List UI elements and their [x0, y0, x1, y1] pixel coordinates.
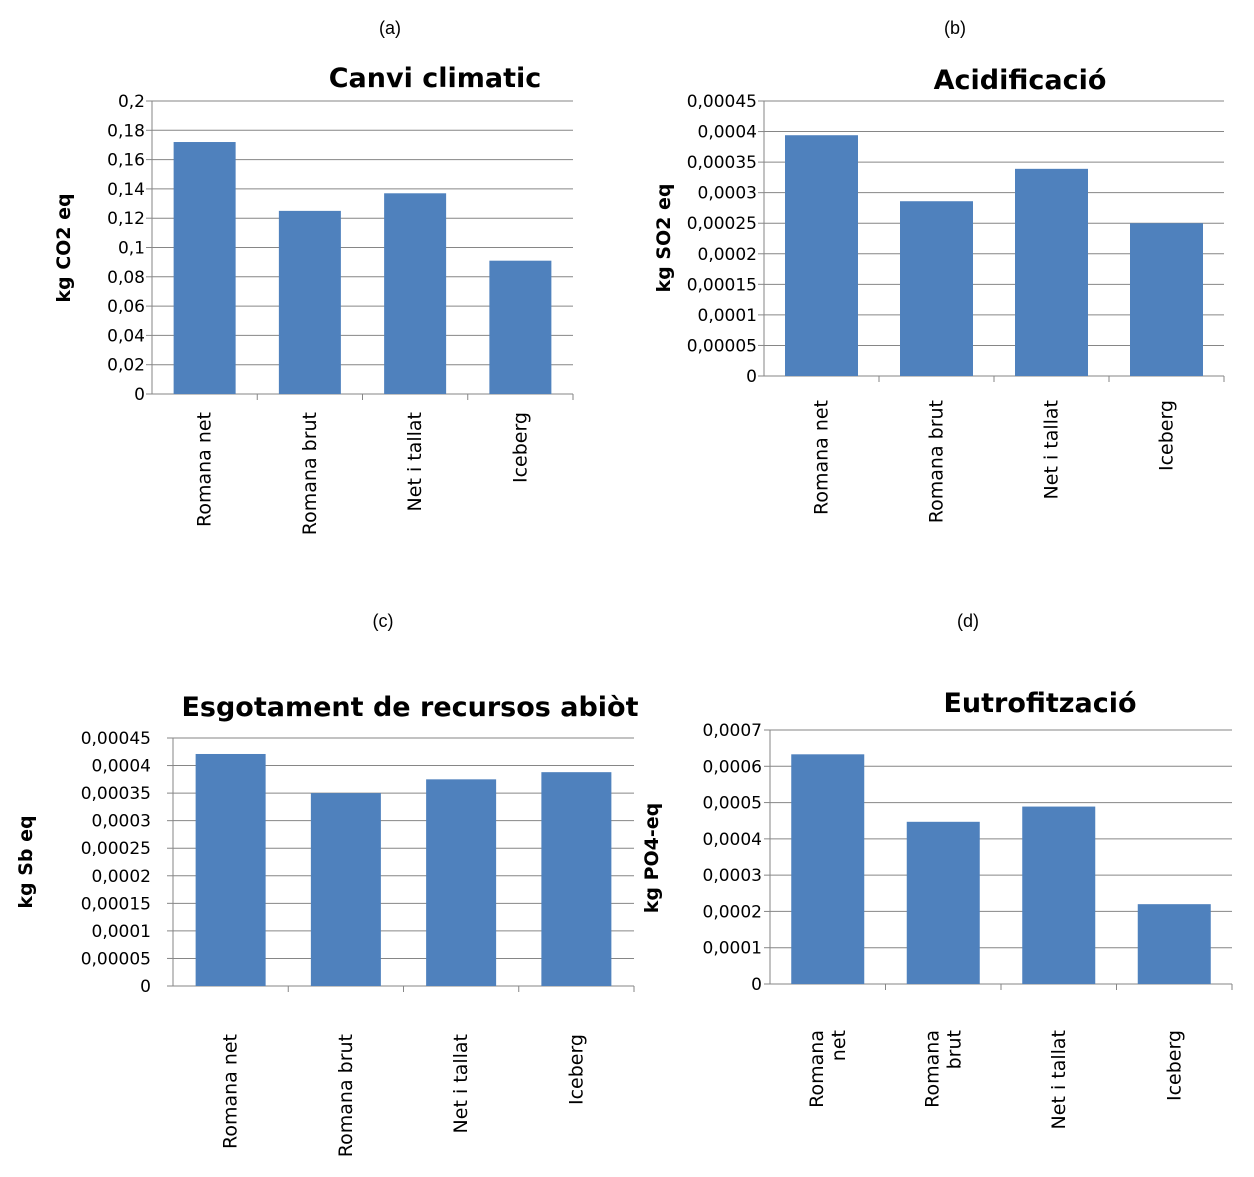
bar — [906, 821, 980, 984]
bar — [900, 201, 973, 376]
bar — [278, 210, 341, 394]
y-tick-label: 0,0004 — [92, 757, 151, 777]
y-tick-label: 0,08 — [107, 268, 145, 288]
bar — [310, 793, 381, 986]
y-tick-label: 0,00015 — [687, 275, 757, 295]
x-category-label: Romana net — [194, 412, 216, 527]
bar — [1015, 168, 1088, 376]
bar — [1022, 806, 1096, 984]
y-tick-label: 0,0004 — [698, 123, 757, 143]
bar — [489, 260, 552, 394]
chart-1: 0 0,02 0,04 0,06 0,08 0,1 0,12 0,14 0,16 0,18 0,2 R… — [53, 63, 574, 535]
bar — [173, 142, 236, 394]
bar — [195, 753, 266, 986]
chart-title: Eutrofització — [943, 688, 1136, 719]
y-tick-label: 0,0002 — [703, 902, 762, 922]
y-tick-label: 0,12 — [107, 209, 145, 229]
x-category-label: Iceberg — [509, 412, 531, 483]
chart-4: 0 0,0001 0,0002 0,0003 0,0004 0,0005 0,0006 0,0… — [641, 688, 1233, 1129]
y-tick-label: 0,0003 — [698, 184, 757, 204]
y-tick-label: 0,0002 — [92, 867, 151, 887]
x-category-label: net — [828, 1030, 850, 1061]
x-category-label: Iceberg — [1156, 400, 1178, 471]
chart-3: 0 0,00005 0,0001 0,00015 0,0002 0,00025 0,0003… — [15, 692, 639, 1157]
y-tick-label: 0,00025 — [687, 214, 757, 234]
x-category-label: Romana net — [220, 1034, 242, 1149]
y-tick-label: 0,00045 — [81, 729, 151, 749]
chart-title: Esgotament de recursos abiòt — [181, 692, 638, 723]
y-tick-label: 0,00045 — [687, 92, 757, 112]
x-category-label: Net i tallat — [450, 1034, 472, 1133]
x-category-label: Iceberg — [565, 1034, 587, 1105]
y-axis-label: kg Sb eq — [15, 815, 37, 908]
y-axis-label: kg SO2 eq — [653, 183, 675, 292]
y-tick-label: 0,16 — [107, 151, 145, 171]
x-category-label: Net i tallat — [1041, 400, 1063, 499]
chart-2: 0 0,00005 0,0001 0,00015 0,0002 0,00025 0,0003… — [653, 65, 1225, 523]
x-category-label: Romana brut — [299, 412, 321, 535]
x-category-label: Romana — [806, 1030, 828, 1108]
bar — [1137, 904, 1211, 984]
y-tick-label: 0,0001 — [698, 306, 757, 326]
y-tick-label: 0,00005 — [81, 949, 151, 969]
y-tick-label: 0,1 — [118, 239, 145, 259]
y-axis-label: kg CO2 eq — [53, 193, 75, 302]
y-tick-label: 0 — [751, 975, 762, 995]
y-tick-label: 0 — [140, 977, 151, 997]
y-tick-label: 0,04 — [107, 326, 145, 346]
y-tick-label: 0,0001 — [703, 939, 762, 959]
y-tick-label: 0,0002 — [698, 245, 757, 265]
y-tick-label: 0,06 — [107, 297, 145, 317]
y-tick-label: 0,0001 — [92, 922, 151, 942]
y-tick-label: 0,18 — [107, 121, 145, 141]
y-tick-label: 0,2 — [118, 92, 145, 112]
y-tick-label: 0,00035 — [81, 784, 151, 804]
x-category-label: Romana net — [811, 400, 833, 515]
y-tick-label: 0,0006 — [703, 757, 762, 777]
y-tick-label: 0,02 — [107, 356, 145, 376]
y-tick-label: 0,0003 — [92, 812, 151, 832]
x-category-label: brut — [943, 1030, 965, 1069]
panel-label-c: (c) — [372, 611, 394, 631]
y-tick-label: 0,00025 — [81, 839, 151, 859]
y-tick-label: 0,00005 — [687, 336, 757, 356]
x-category-label: Net i tallat — [1048, 1030, 1070, 1129]
bar — [541, 772, 612, 986]
chart-title: Canvi climatic — [329, 63, 542, 94]
panel-label-b: (b) — [944, 18, 966, 38]
x-category-label: Iceberg — [1163, 1030, 1185, 1101]
y-axis-label: kg PO4-eq — [641, 803, 663, 914]
y-tick-label: 0,0007 — [703, 721, 762, 741]
bar — [1130, 223, 1203, 376]
x-category-label: Romana — [921, 1030, 943, 1108]
y-tick-label: 0,00035 — [687, 153, 757, 173]
x-category-label: Romana brut — [335, 1034, 357, 1157]
chart-title: Acidificació — [934, 65, 1107, 96]
panel-label-a: (a) — [379, 18, 401, 38]
y-tick-label: 0,14 — [107, 180, 145, 200]
y-tick-label: 0,0003 — [703, 866, 762, 886]
bar — [785, 135, 858, 376]
bar — [426, 779, 497, 986]
y-tick-label: 0,00015 — [81, 894, 151, 914]
x-category-label: Romana brut — [926, 400, 948, 523]
bar — [384, 193, 447, 394]
x-category-label: Net i tallat — [404, 412, 426, 511]
y-tick-label: 0 — [134, 385, 145, 405]
y-tick-label: 0,0005 — [703, 794, 762, 814]
panel-label-d: (d) — [957, 611, 979, 631]
y-tick-label: 0,0004 — [703, 830, 762, 850]
y-tick-label: 0 — [746, 367, 757, 387]
bar — [791, 754, 865, 984]
